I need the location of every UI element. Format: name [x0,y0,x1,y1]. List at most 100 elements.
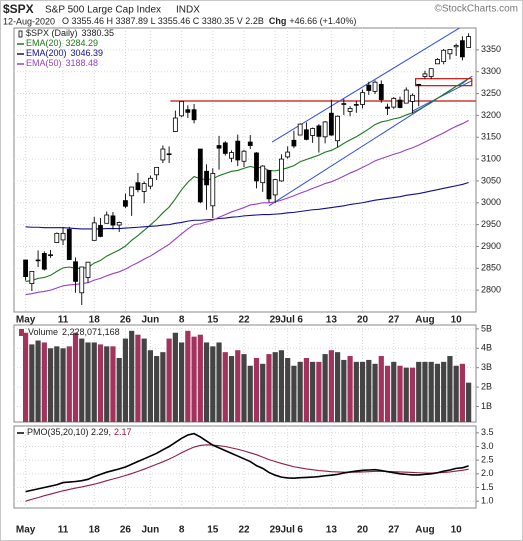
x-tick-label: May [16,525,36,536]
volume-bar [328,350,334,422]
x-tick-label: 26 [120,525,132,536]
x-tick-label: 29 [270,315,282,326]
candle-body [422,73,428,77]
y-tick-label: 3B [481,362,492,372]
candle-body [247,141,253,146]
candle-body [266,170,272,200]
volume-bar [253,357,260,422]
candle-body [285,151,291,158]
x-tick-label: 15 [207,525,219,536]
volume-bar [391,361,397,422]
x-tick-label: 18 [89,315,101,326]
volume-bar [154,356,160,422]
volume-bar [366,359,372,422]
legend-name: EMA(20) [26,38,62,48]
credit: ©StockCharts.com [434,4,518,15]
volume-bar [241,354,247,422]
legend-entry: EMA(20) 3284.29 [26,38,98,48]
volume-bar [66,346,72,422]
candle-body [135,182,141,191]
volume-bar [428,361,434,422]
volume-bar [316,361,322,422]
volume-bar [222,352,228,422]
volume-bar [160,352,166,422]
x-tick-label: 6 [297,315,303,326]
candle-body [66,229,72,260]
volume-bar [228,356,235,422]
candle-body [254,152,259,182]
volume-bar [384,365,391,422]
x-tick-label: Jun [142,315,160,326]
legend-entry: EMA(50) 3188.48 [26,58,98,68]
volume-bar [203,342,210,422]
legend-name: Volume [28,327,58,337]
candle-body [335,115,341,142]
x-tick-label: 22 [238,315,250,326]
volume-bar [235,350,241,422]
x-tick-label: May [16,315,36,326]
x-tick-label: 18 [89,525,101,536]
volume-bar [104,346,110,422]
candle-body [123,200,128,207]
line-series [25,119,469,296]
candle-body [154,166,160,176]
volume-bar [378,356,384,422]
candle-body [416,83,422,86]
volume-bar [60,348,66,422]
candle-body [216,145,222,149]
volume-bar [278,350,285,422]
symbol: $SPX [3,2,34,16]
ohlc: O 3355.46 H 3387.89 L 3355.46 C 3380.35 … [62,16,264,26]
legend-entry: PMO(35,20,10) 2.29, 2.17 [27,427,132,437]
candle-body [73,261,78,282]
volume-bar [291,365,297,422]
volume-bar [91,342,97,422]
legend-value: 3284.29 [66,38,99,48]
volume-bar [403,367,409,422]
volume-bar [247,365,253,422]
candle-body [397,99,403,108]
volume-bar [322,354,328,422]
exchange: INDX [176,5,200,16]
volume-bar [79,338,85,422]
y-tick-label: 3100 [481,153,501,163]
candle-body [85,261,91,278]
x-tick-label: 27 [388,525,400,536]
y-tick-label: 1B [481,401,492,411]
candle-body [272,179,278,196]
legend-value: 3188.48 [66,58,99,68]
volume-bar [147,350,153,422]
y-tick-label: 3050 [481,175,501,185]
volume-bar [216,342,222,422]
candle-body [98,225,103,237]
y-tick-label: 2.5 [481,455,494,465]
candle-body [172,117,178,132]
line-series [25,78,469,282]
y-tick-label: 3350 [481,44,501,54]
legend-value: 3046.39 [71,48,104,58]
candle-body [54,232,60,243]
x-tick-label: 11 [58,315,69,326]
candle-body [459,40,465,58]
candle-body [79,266,85,294]
candle-body [322,121,328,138]
y-tick-label: 4B [481,343,492,353]
y-tick-label: 2900 [481,241,501,251]
y-tick-label: 3250 [481,88,501,98]
volume-bar [303,357,309,422]
candle-body [229,152,234,159]
legend-swatch [19,329,24,336]
x-tick-label: Aug [415,315,434,326]
candle-body [303,129,309,140]
y-tick-label: 2800 [481,285,501,295]
volume-bar [397,365,403,422]
volume-bar [447,356,453,422]
legend-value: 2.17 [114,427,132,437]
candle-body [179,101,185,117]
candle-body [410,94,415,102]
candle-body [366,84,372,91]
x-tick-label: Aug [415,525,434,536]
volume-bar [197,334,203,422]
volume-bar [335,352,341,422]
